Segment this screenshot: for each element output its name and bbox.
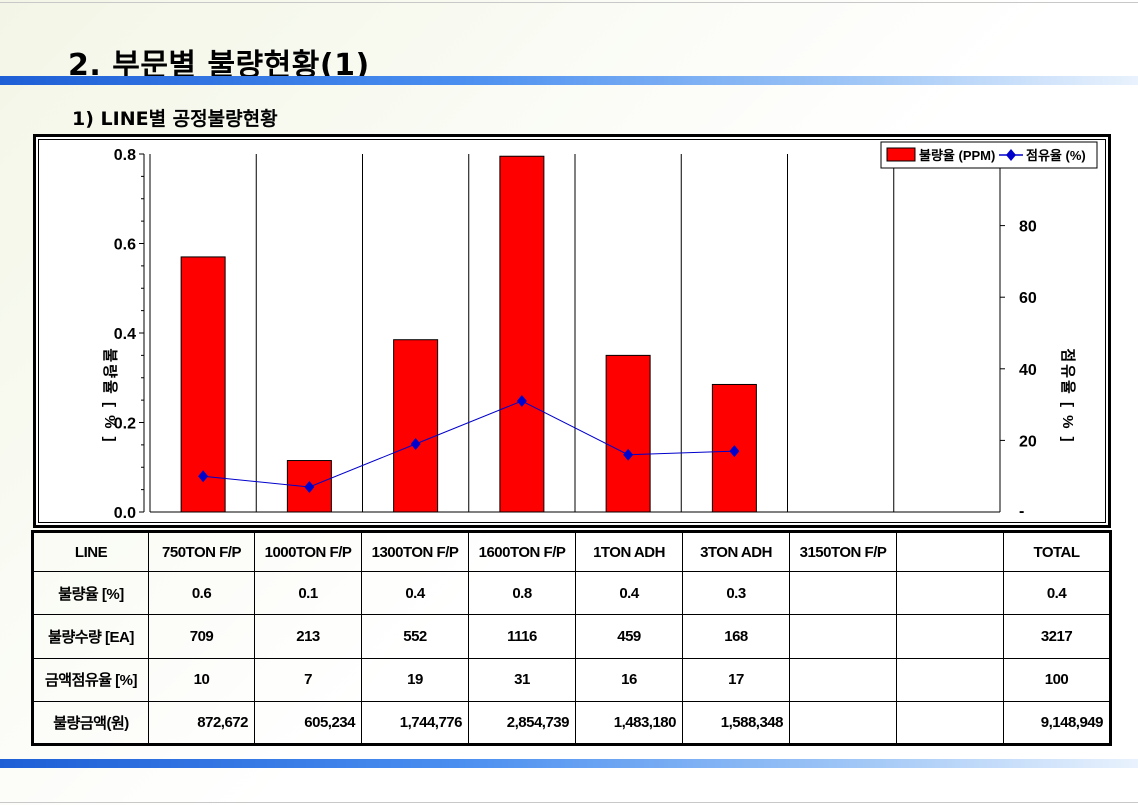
bottom-divider [0,802,1138,803]
table-row-header: 불량수량 [EA] [32,614,149,659]
y-tick-label: 0.6 [114,237,136,254]
share-point [198,470,209,483]
legend-bar-swatch [886,147,916,162]
table-cell: 3150TON F/P [789,530,897,573]
y-tick-label: 0.4 [114,326,136,343]
table-cell: 1,744,776 [361,700,469,746]
table-cell: 1300TON F/P [361,530,469,573]
table-cell: TOTAL [1003,530,1111,573]
table-cell: 0.6 [148,571,255,616]
table-cell [896,571,1004,616]
share-point [304,480,315,493]
table-cell: 10 [148,657,255,702]
table-cell: 1TON ADH [575,530,683,573]
chart-container: 0.0 0.2 0.4 0.6 0.8 20 40 60 80 - 불량율 [ % ] 점유율 [… [33,134,1111,533]
bar-750ton-f-p [180,256,226,513]
chart-inner-frame [38,139,1106,523]
table-cell: 3217 [1003,614,1111,659]
chart-legend: 불량율 (PPM) 점유율 (%) [880,141,1098,169]
table-row-header: 불량금액(원) [32,700,149,746]
table-cell [896,530,1004,573]
table-row-header: 금액점유율 [%] [32,657,149,702]
y-tick-label: 0.2 [114,416,136,433]
y2-tick-label: 20 [1019,433,1037,450]
table-cell [789,571,897,616]
y2-tick-label: 40 [1019,362,1037,379]
table-cell [896,657,1004,702]
table-row: 불량수량 [EA] 709 213 552 1116 459 168 3217 [32,614,1111,659]
table-row: 금액점유율 [%] 10 7 19 31 16 17 100 [32,657,1111,702]
table-cell: 872,672 [148,700,255,746]
table-cell [896,614,1004,659]
table-cell: 1600TON F/P [468,530,576,573]
table-cell: 0.4 [361,571,469,616]
table-cell [789,700,897,746]
bar-1300ton-f-p [393,339,439,513]
table-cell: 0.1 [254,571,362,616]
table-cell: 709 [148,614,255,659]
table-cell: 0.8 [468,571,576,616]
share-point [623,448,634,461]
legend-box [880,141,1098,169]
legend-line-label: 점유율 (%) [1026,148,1086,163]
chart-axes: 0.0 0.2 0.4 0.6 0.8 20 40 60 80 - [114,147,1037,522]
y2-zero-label: - [1019,503,1024,520]
table-cell: 0.3 [682,571,790,616]
table-cell [896,700,1004,746]
y2-tick-label: 80 [1019,219,1037,236]
share-point [729,445,740,458]
table-cell: 2,854,739 [468,700,576,746]
data-table: LINE 750TON F/P 1000TON F/P 1300TON F/P 1600… [31,530,1112,746]
table-row: 불량율 [%] 0.6 0.1 0.4 0.8 0.4 0.3 0.4 [32,571,1111,616]
bar-1ton-adh [605,354,651,513]
table-cell: 0.4 [575,571,683,616]
table-row-header: 불량율 [%] [32,571,149,616]
table-cell: 1000TON F/P [254,530,362,573]
table-cell: 459 [575,614,683,659]
table-cell: 1116 [468,614,576,659]
table-cell: 3TON ADH [682,530,790,573]
bar-1600ton-f-p [499,155,545,513]
table-cell: 552 [361,614,469,659]
table-cell: 17 [682,657,790,702]
y2-tick-label: 60 [1019,290,1037,307]
table-cell: 168 [682,614,790,659]
table-cell [789,657,897,702]
share-line [203,400,735,488]
share-point [516,395,527,408]
table-cell: 213 [254,614,362,659]
y-tick-label: 0.0 [114,505,136,522]
table-cell: 750TON F/P [148,530,255,573]
line-series [198,395,740,493]
table-cell: 16 [575,657,683,702]
table-cell [789,614,897,659]
title-underline-bar [0,76,1138,85]
y-axis-label: 불량율 [ % ] [101,348,119,443]
table-cell: 31 [468,657,576,702]
y2-axis-label: 점유율 [ % ] [1059,348,1077,443]
table-row-header: LINE [32,530,149,573]
table-header-row: LINE 750TON F/P 1000TON F/P 1300TON F/P 1600… [32,530,1111,573]
y-tick-label: 0.8 [114,147,136,164]
top-divider [0,2,1138,3]
share-point [410,437,421,450]
legend-bar-label: 불량율 (PPM) [919,148,995,163]
table-cell: 0.4 [1003,571,1111,616]
table-cell: 19 [361,657,469,702]
table-cell: 7 [254,657,362,702]
section-subtitle: 1) LINE별 공정불량현황 [72,108,278,130]
table-cell: 1,588,348 [682,700,790,746]
table-cell: 100 [1003,657,1111,702]
bottom-accent-bar [0,759,1138,768]
defect-chart: 0.0 0.2 0.4 0.6 0.8 20 40 60 80 - 불량율 [ % ] 점유율 [… [33,134,1111,528]
legend-diamond-marker [1006,149,1016,161]
table-cell: 9,148,949 [1003,700,1111,746]
table-row: 불량금액(원) 872,672 605,234 1,744,776 2,854,739 1… [32,700,1111,746]
chart-grid [149,154,1001,513]
table-cell: 1,483,180 [575,700,683,746]
table-cell: 605,234 [254,700,362,746]
